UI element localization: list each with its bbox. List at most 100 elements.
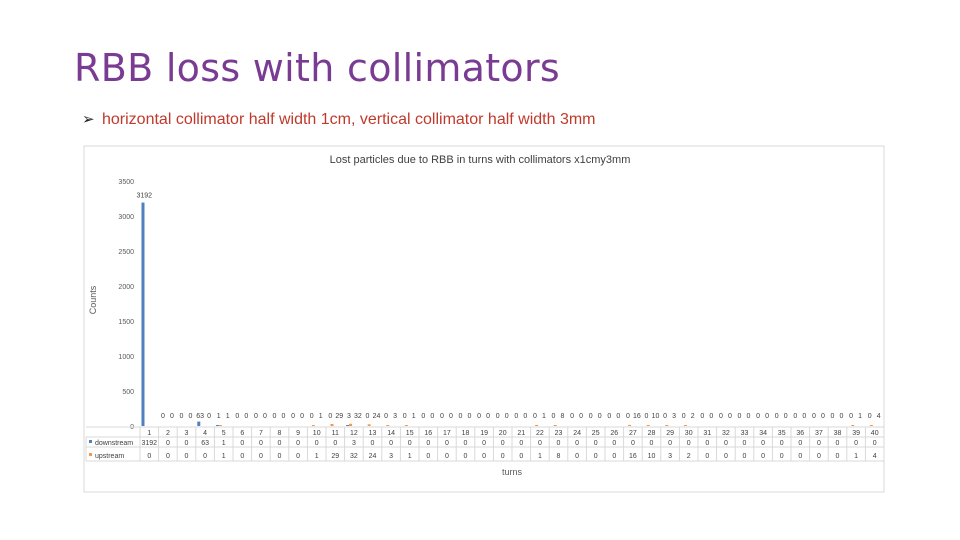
data-label: 0	[254, 413, 258, 420]
data-label: 3	[393, 413, 397, 420]
data-label: 1	[858, 413, 862, 420]
y-tick-label: 3500	[118, 179, 134, 186]
data-label: 0	[682, 413, 686, 420]
data-label: 0	[310, 413, 314, 420]
data-label: 0	[244, 413, 248, 420]
x-tick-label: 8	[278, 430, 282, 437]
table-cell: 0	[743, 453, 747, 460]
x-tick-label: 9	[296, 430, 300, 437]
data-label: 0	[459, 413, 463, 420]
x-tick-label: 6	[240, 430, 244, 437]
table-cell: 0	[240, 453, 244, 460]
bar-upstream	[311, 425, 315, 426]
data-label: 0	[486, 413, 490, 420]
x-tick-label: 28	[648, 430, 656, 437]
bullet-text: horizontal collimator half width 1cm, ve…	[102, 111, 596, 128]
bar-upstream	[218, 425, 222, 426]
table-cell: 0	[147, 453, 151, 460]
x-tick-label: 34	[759, 430, 767, 437]
bar-upstream	[665, 425, 669, 426]
bar-downstream	[346, 425, 350, 426]
table-cell: 0	[705, 453, 709, 460]
table-cell: 3	[668, 453, 672, 460]
table-cell: 2	[687, 453, 691, 460]
data-label: 8	[561, 413, 565, 420]
data-label: 0	[821, 413, 825, 420]
table-cell: 3	[352, 440, 356, 447]
bar-upstream	[367, 424, 371, 426]
x-tick-label: 4	[203, 430, 207, 437]
data-label: 0	[598, 413, 602, 420]
chart-border	[83, 145, 885, 493]
table-cell: 0	[650, 440, 654, 447]
data-label: 3	[347, 413, 351, 420]
bar-upstream	[628, 424, 632, 426]
x-tick-label: 13	[369, 430, 377, 437]
data-label: 0	[282, 413, 286, 420]
data-label: 24	[373, 413, 381, 420]
data-label: 0	[765, 413, 769, 420]
bar-upstream	[869, 425, 873, 426]
x-tick-label: 24	[573, 430, 581, 437]
data-label: 0	[328, 413, 332, 420]
bar-upstream	[683, 425, 687, 426]
data-label: 0	[477, 413, 481, 420]
bar-upstream	[646, 425, 650, 426]
data-label: 0	[235, 413, 239, 420]
table-cell: 0	[501, 440, 505, 447]
data-label: 0	[700, 413, 704, 420]
table-cell: 0	[836, 440, 840, 447]
table-cell: 0	[631, 440, 635, 447]
data-label: 0	[579, 413, 583, 420]
x-tick-label: 16	[424, 430, 432, 437]
y-tick-label: 1500	[118, 319, 134, 326]
table-cell: 0	[203, 453, 207, 460]
x-tick-label: 17	[443, 430, 451, 437]
table-cell: 29	[331, 453, 339, 460]
table-cell: 32	[350, 453, 358, 460]
table-cell: 0	[445, 453, 449, 460]
x-tick-label: 5	[222, 430, 226, 437]
table-cell: 3	[389, 453, 393, 460]
table-cell: 0	[259, 440, 263, 447]
table-cell: 0	[278, 453, 282, 460]
x-tick-label: 27	[629, 430, 637, 437]
table-cell: 0	[594, 453, 598, 460]
data-label: 0	[849, 413, 853, 420]
x-tick-label: 20	[499, 430, 507, 437]
x-tick-label: 32	[722, 430, 730, 437]
table-cell: 0	[780, 453, 784, 460]
slide-title: RBB loss with collimators	[74, 46, 560, 90]
data-label: 0	[802, 413, 806, 420]
data-label: 32	[354, 413, 362, 420]
x-tick-label: 35	[778, 430, 786, 437]
table-cell: 0	[668, 440, 672, 447]
table-cell: 0	[519, 440, 523, 447]
y-tick-label: 2000	[118, 284, 134, 291]
table-cell: 0	[612, 453, 616, 460]
y-tick-label: 1000	[118, 354, 134, 361]
table-cell: 0	[278, 440, 282, 447]
bar-downstream	[215, 425, 219, 426]
data-label: 0	[366, 413, 370, 420]
table-cell: 0	[761, 453, 765, 460]
data-label: 0	[468, 413, 472, 420]
table-cell: 4	[873, 453, 877, 460]
data-label: 0	[161, 413, 165, 420]
data-label: 0	[840, 413, 844, 420]
bar-upstream	[330, 423, 334, 426]
data-label: 0	[709, 413, 713, 420]
table-cell: 0	[185, 453, 189, 460]
x-tick-label: 3	[185, 430, 189, 437]
x-tick-label: 15	[406, 430, 414, 437]
table-cell: 0	[705, 440, 709, 447]
bar-upstream	[349, 423, 353, 426]
bar-downstream	[141, 202, 145, 426]
x-tick-label: 2	[166, 430, 170, 437]
data-label: 4	[877, 413, 881, 420]
x-tick-label: 1	[147, 430, 151, 437]
table-cell: 0	[519, 453, 523, 460]
table-cell: 0	[761, 440, 765, 447]
bar-upstream	[404, 425, 408, 426]
x-tick-label: 29	[666, 430, 674, 437]
